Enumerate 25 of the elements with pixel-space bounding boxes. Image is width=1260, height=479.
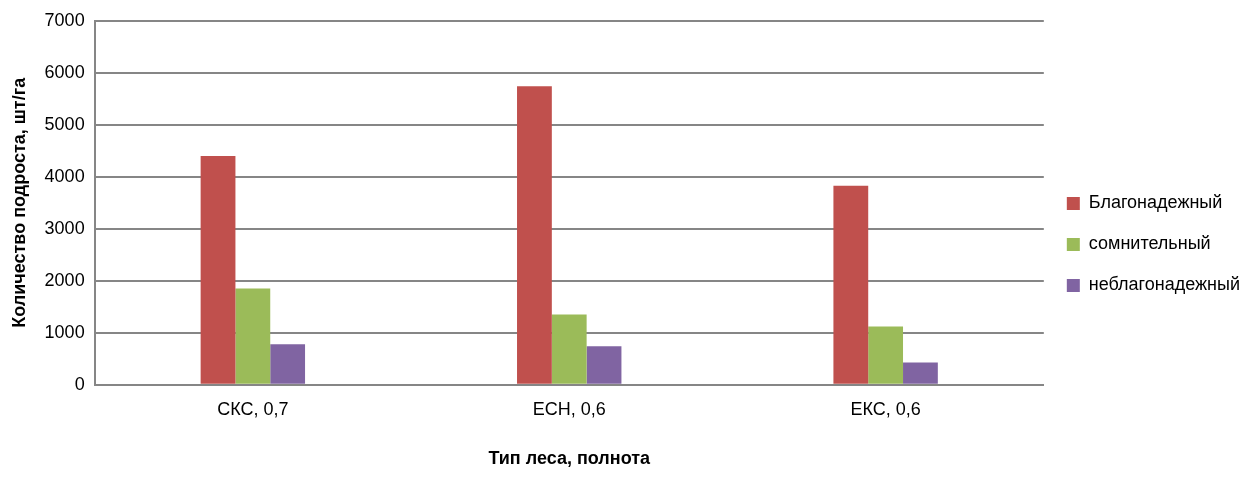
bar [833,185,869,384]
y-tick-label: 6000 [44,61,85,82]
legend-label: Благонадежный [1088,192,1223,213]
y-tick-label: 7000 [44,9,85,30]
bar [586,346,622,384]
bar [200,156,236,384]
y-tick-label: 0 [74,373,85,394]
bar [903,362,938,384]
x-tick-label: ЕКС, 0,6 [850,398,921,419]
y-tick-label: 2000 [44,269,85,290]
bar [868,326,904,384]
y-tick-label: 5000 [44,113,85,134]
x-axis-title: Тип леса, полнота [488,448,651,469]
bar [235,288,271,384]
y-tick-label: 3000 [44,217,85,238]
x-tick-label: ЕСН, 0,6 [532,398,606,419]
y-tick-label: 1000 [44,321,85,342]
legend-label: неблагонадежный [1088,274,1241,295]
y-axis-title: Количество подроста, шт/га [8,76,29,328]
bar [517,86,552,384]
bar [551,314,587,384]
x-tick-label: СКС, 0,7 [217,398,289,419]
y-tick-label: 4000 [44,165,85,186]
bar [270,344,306,384]
legend-label: сомнительный [1088,233,1211,254]
